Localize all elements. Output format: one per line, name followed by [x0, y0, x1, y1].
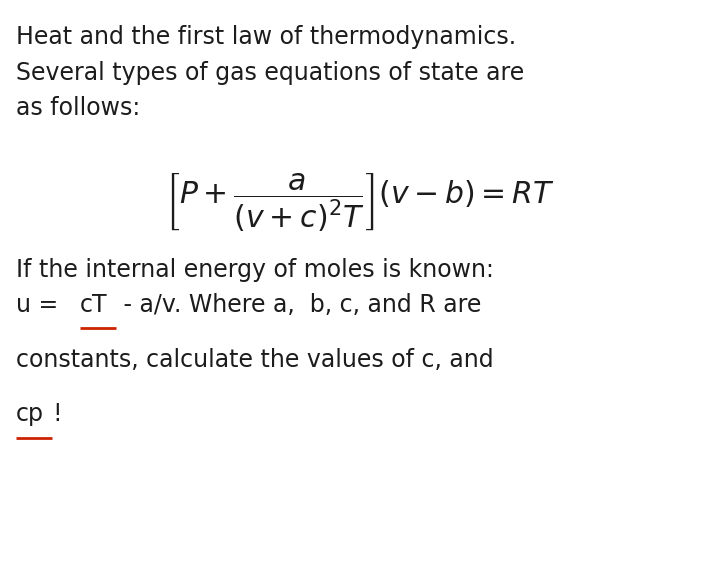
Text: - a/v. Where a,  b, c, and R are: - a/v. Where a, b, c, and R are — [116, 293, 481, 316]
Text: cT: cT — [80, 293, 108, 316]
Text: If the internal energy of moles is known:: If the internal energy of moles is known… — [16, 258, 494, 281]
Text: u =: u = — [16, 293, 66, 316]
Text: $\left[P + \dfrac{a}{(v+c)^2T}\right](v - b) = RT$: $\left[P + \dfrac{a}{(v+c)^2T}\right](v … — [165, 170, 555, 233]
Text: constants, calculate the values of c, and: constants, calculate the values of c, an… — [16, 348, 493, 372]
Text: !: ! — [52, 402, 62, 426]
Text: as follows:: as follows: — [16, 96, 140, 119]
Text: Heat and the first law of thermodynamics.: Heat and the first law of thermodynamics… — [16, 25, 516, 49]
Text: cp: cp — [16, 402, 44, 426]
Text: Several types of gas equations of state are: Several types of gas equations of state … — [16, 61, 524, 84]
